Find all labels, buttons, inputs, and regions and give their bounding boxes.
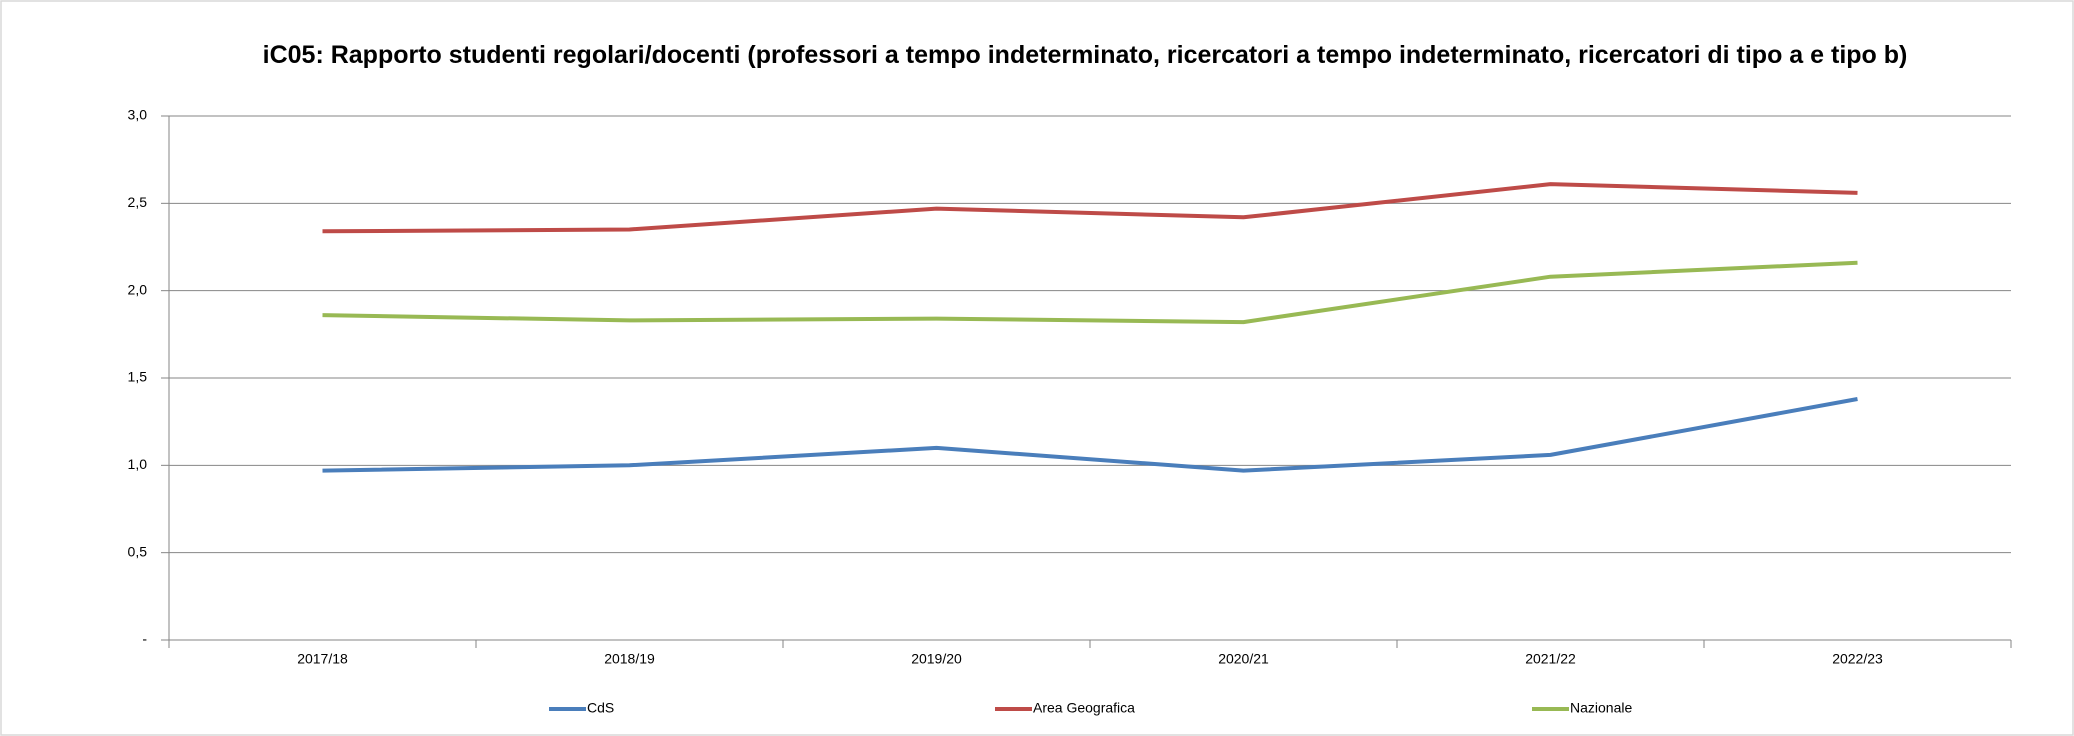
- y-tick-label: 0,5: [128, 543, 148, 559]
- x-tick-label: 2022/23: [1832, 651, 1883, 667]
- chart-title: iC05: Rapporto studenti regolari/docenti…: [262, 41, 1908, 69]
- y-tick-label: 1,5: [128, 369, 148, 385]
- data-line: [322, 397, 1858, 473]
- y-tick-label: 1,0: [128, 456, 148, 472]
- y-tick-label: 3,0: [128, 107, 148, 123]
- x-tick-label: 2019/20: [911, 651, 962, 667]
- x-tick-label: 2017/18: [297, 651, 348, 667]
- data-line: [322, 182, 1858, 234]
- data-line: [322, 260, 1858, 325]
- x-tick-label: 2018/19: [604, 651, 655, 667]
- legend-label: Area Geografica: [1033, 700, 1135, 716]
- x-tick-label: 2020/21: [1218, 651, 1269, 667]
- x-tick-label: 2021/22: [1525, 651, 1576, 667]
- y-tick-label: 2,0: [128, 281, 148, 297]
- y-tick-label: 2,5: [128, 194, 148, 210]
- legend-label: Nazionale: [1570, 700, 1632, 716]
- y-tick-label: -: [142, 631, 147, 647]
- legend-label: CdS: [587, 700, 614, 716]
